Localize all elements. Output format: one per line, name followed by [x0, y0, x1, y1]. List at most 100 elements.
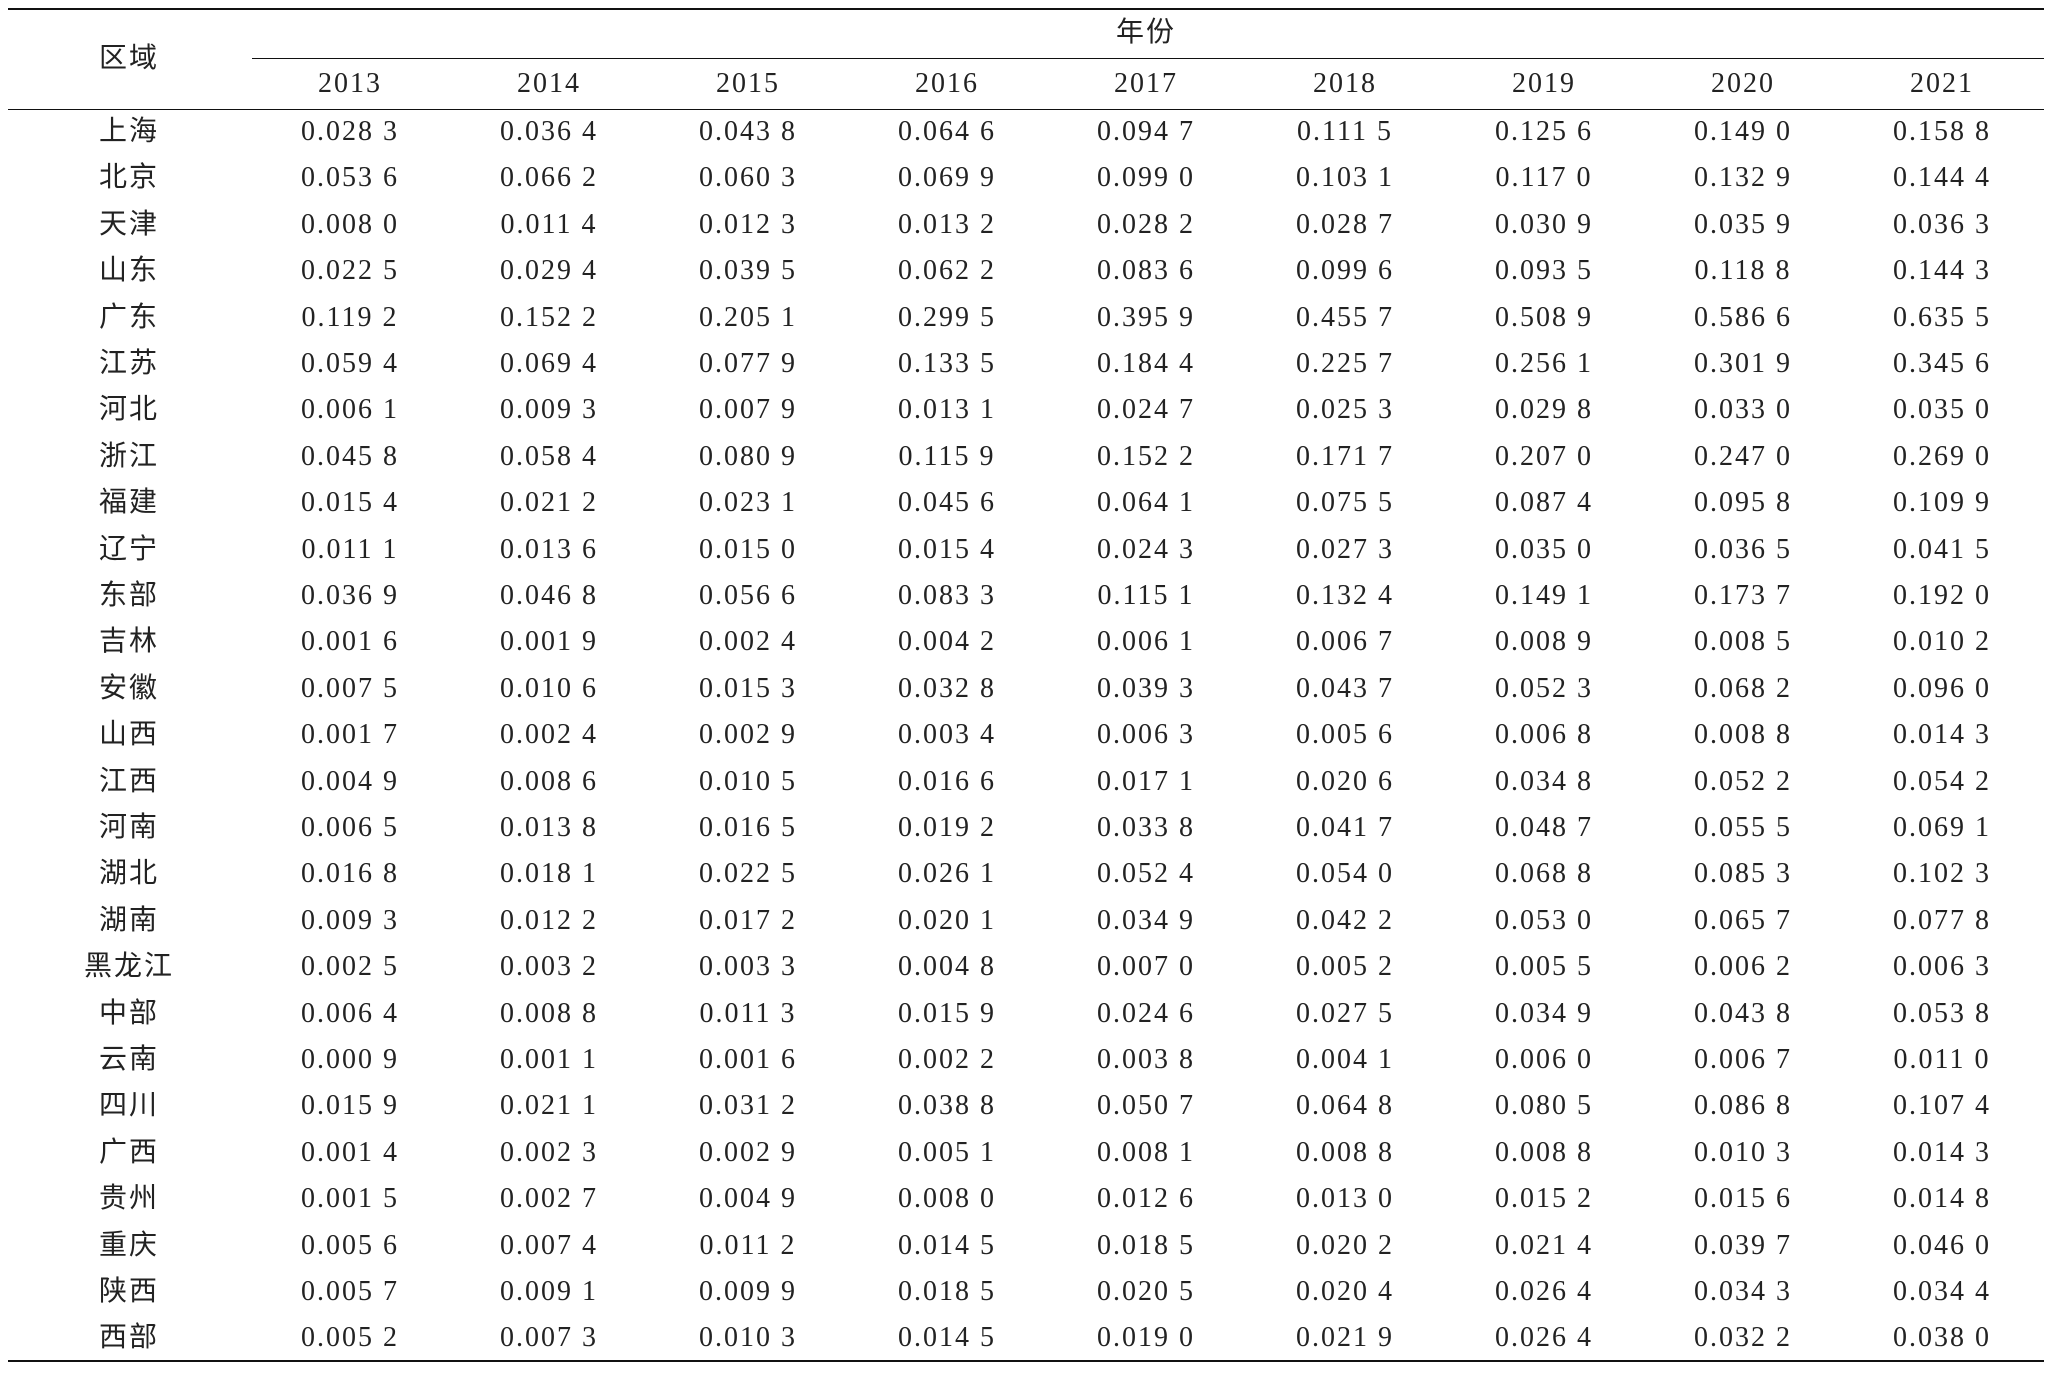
value-cell: 0.055 5 — [1694, 812, 1792, 843]
value-cell: 0.345 6 — [1893, 348, 1991, 379]
value-cell: 0.058 4 — [500, 440, 598, 472]
value-cell: 0.005 7 — [301, 1276, 399, 1307]
value-cell: 0.012 2 — [500, 904, 598, 936]
value-cell: 0.028 3 — [301, 116, 399, 147]
value-cell: 0.033 8 — [1097, 812, 1195, 843]
value-cell: 0.020 6 — [1296, 765, 1394, 797]
value-cell: 0.013 8 — [500, 812, 598, 843]
value-cell: 0.508 9 — [1495, 301, 1593, 333]
value-cell: 0.109 9 — [1893, 487, 1991, 519]
value-cell: 0.173 7 — [1694, 580, 1792, 611]
value-cell: 0.007 5 — [301, 672, 399, 704]
region-name: 云南 — [98, 1044, 160, 1075]
value-cell: 0.052 4 — [1097, 858, 1195, 890]
region-name: 黑龙江 — [83, 951, 175, 983]
value-cell: 0.001 6 — [301, 626, 399, 658]
value-cell: 0.001 7 — [301, 719, 399, 751]
value-cell: 0.016 5 — [699, 812, 797, 843]
value-cell: 0.019 0 — [1097, 1322, 1195, 1354]
value-cell: 0.016 8 — [301, 858, 399, 890]
region-name: 安徽 — [98, 672, 160, 704]
value-cell: 0.301 9 — [1694, 348, 1792, 379]
value-cell: 0.046 8 — [500, 580, 598, 611]
value-cell: 0.171 7 — [1296, 440, 1394, 472]
value-cell: 0.007 3 — [500, 1322, 598, 1354]
value-cell: 0.009 3 — [500, 394, 598, 426]
value-cell: 0.026 4 — [1495, 1276, 1593, 1307]
value-cell: 0.010 2 — [1893, 626, 1991, 658]
value-cell: 0.030 9 — [1495, 208, 1593, 240]
year-header: 2021 — [1910, 68, 1974, 99]
value-cell: 0.014 3 — [1893, 1136, 1991, 1168]
value-cell: 0.009 1 — [500, 1276, 598, 1307]
value-cell: 0.021 2 — [500, 487, 598, 519]
value-cell: 0.008 8 — [500, 997, 598, 1029]
value-cell: 0.018 5 — [898, 1276, 996, 1307]
value-cell: 0.119 2 — [301, 301, 399, 333]
region-name: 河南 — [98, 812, 160, 843]
value-cell: 0.068 8 — [1495, 858, 1593, 890]
value-cell: 0.021 4 — [1495, 1229, 1593, 1261]
value-cell: 0.115 1 — [1097, 580, 1195, 611]
value-cell: 0.011 1 — [301, 533, 399, 565]
value-cell: 0.017 1 — [1097, 765, 1195, 797]
value-cell: 0.053 8 — [1893, 997, 1991, 1029]
region-name: 广东 — [98, 301, 160, 333]
value-cell: 0.014 5 — [898, 1322, 996, 1354]
value-cell: 0.001 5 — [301, 1183, 399, 1215]
value-cell: 0.018 1 — [500, 858, 598, 890]
value-cell: 0.001 9 — [500, 626, 598, 658]
value-cell: 0.000 9 — [301, 1044, 399, 1075]
region-name: 陕西 — [98, 1276, 160, 1307]
value-cell: 0.006 7 — [1694, 1044, 1792, 1075]
region-name: 湖北 — [98, 858, 160, 890]
value-cell: 0.005 6 — [301, 1229, 399, 1261]
value-cell: 0.005 2 — [301, 1322, 399, 1354]
value-cell: 0.013 2 — [898, 208, 996, 240]
value-cell: 0.054 2 — [1893, 765, 1991, 797]
value-cell: 0.010 3 — [1694, 1136, 1792, 1168]
value-cell: 0.056 6 — [699, 580, 797, 611]
value-cell: 0.125 6 — [1495, 116, 1593, 147]
value-cell: 0.043 7 — [1296, 672, 1394, 704]
value-cell: 0.001 6 — [699, 1044, 797, 1075]
value-cell: 0.080 9 — [699, 440, 797, 472]
region-name: 中部 — [98, 997, 160, 1029]
value-cell: 0.035 9 — [1694, 208, 1792, 240]
value-cell: 0.034 4 — [1893, 1276, 1991, 1307]
value-cell: 0.066 2 — [500, 162, 598, 194]
value-cell: 0.158 8 — [1893, 116, 1991, 147]
value-cell: 0.036 9 — [301, 580, 399, 611]
value-cell: 0.028 2 — [1097, 208, 1195, 240]
value-cell: 0.031 2 — [699, 1090, 797, 1122]
value-cell: 0.117 0 — [1495, 162, 1593, 194]
value-cell: 0.069 4 — [500, 348, 598, 379]
value-cell: 0.006 0 — [1495, 1044, 1593, 1075]
value-cell: 0.021 1 — [500, 1090, 598, 1122]
value-cell: 0.144 3 — [1893, 255, 1991, 287]
value-cell: 0.028 7 — [1296, 208, 1394, 240]
value-cell: 0.002 9 — [699, 719, 797, 751]
group-rule — [252, 58, 2044, 59]
value-cell: 0.043 8 — [1694, 997, 1792, 1029]
value-cell: 0.016 6 — [898, 765, 996, 797]
value-cell: 0.002 7 — [500, 1183, 598, 1215]
value-cell: 0.149 0 — [1694, 116, 1792, 147]
value-cell: 0.017 2 — [699, 904, 797, 936]
value-cell: 0.003 2 — [500, 951, 598, 983]
value-cell: 0.004 1 — [1296, 1044, 1394, 1075]
value-cell: 0.118 8 — [1694, 255, 1792, 287]
value-cell: 0.132 4 — [1296, 580, 1394, 611]
value-cell: 0.008 5 — [1694, 626, 1792, 658]
value-cell: 0.256 1 — [1495, 348, 1593, 379]
value-cell: 0.015 4 — [301, 487, 399, 519]
region-name: 上海 — [98, 116, 160, 147]
value-cell: 0.042 2 — [1296, 904, 1394, 936]
value-cell: 0.024 6 — [1097, 997, 1195, 1029]
value-cell: 0.014 3 — [1893, 719, 1991, 751]
value-cell: 0.035 0 — [1893, 394, 1991, 426]
value-cell: 0.034 9 — [1495, 997, 1593, 1029]
value-cell: 0.099 6 — [1296, 255, 1394, 287]
year-header: 2013 — [318, 68, 382, 99]
value-cell: 0.184 4 — [1097, 348, 1195, 379]
